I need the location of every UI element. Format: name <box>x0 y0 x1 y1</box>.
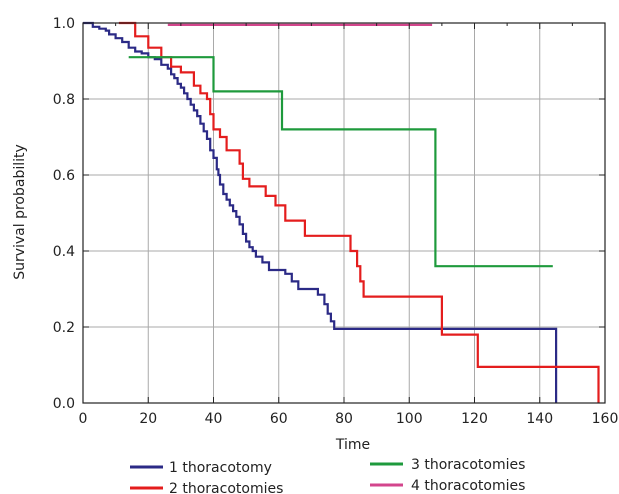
y-tick-label: 0.4 <box>53 244 75 260</box>
x-tick-label: 120 <box>461 411 488 427</box>
legend-label-1: 1 thoracotomy <box>169 460 272 476</box>
x-tick-label: 100 <box>396 411 423 427</box>
legend-label-4: 4 thoracotomies <box>411 478 525 494</box>
y-tick-label: 1.0 <box>53 16 75 32</box>
y-axis-label: Survival probability <box>12 144 28 280</box>
series-line-2 <box>118 21 600 403</box>
y-tick-label: 0.8 <box>53 92 75 108</box>
legend-label-2: 2 thoracotomies <box>169 481 283 494</box>
x-tick-label: 160 <box>592 411 619 427</box>
x-tick-label: 40 <box>205 411 223 427</box>
legend-label-3: 3 thoracotomies <box>411 457 525 473</box>
grid-lines <box>83 23 605 403</box>
x-axis-label: Time <box>335 437 370 453</box>
y-tick-label: 0.0 <box>53 396 75 412</box>
x-tick-label: 0 <box>79 411 88 427</box>
x-tick-label: 60 <box>270 411 288 427</box>
x-tick-label: 140 <box>526 411 553 427</box>
series-line-1 <box>83 21 558 403</box>
x-tick-label: 20 <box>139 411 157 427</box>
axis-ticks: 0 20 40 60 80 100 120 140 160 0.0 0.2 0.4 0.6 0.8 1.0 <box>53 16 619 427</box>
series-layer <box>83 21 600 403</box>
y-tick-label: 0.6 <box>53 168 75 184</box>
legend: 1 thoracotomy 2 thoracotomies 3 thoracot… <box>130 457 525 494</box>
series-line-3 <box>128 56 553 268</box>
y-tick-label: 0.2 <box>53 320 75 336</box>
x-tick-label: 80 <box>335 411 353 427</box>
